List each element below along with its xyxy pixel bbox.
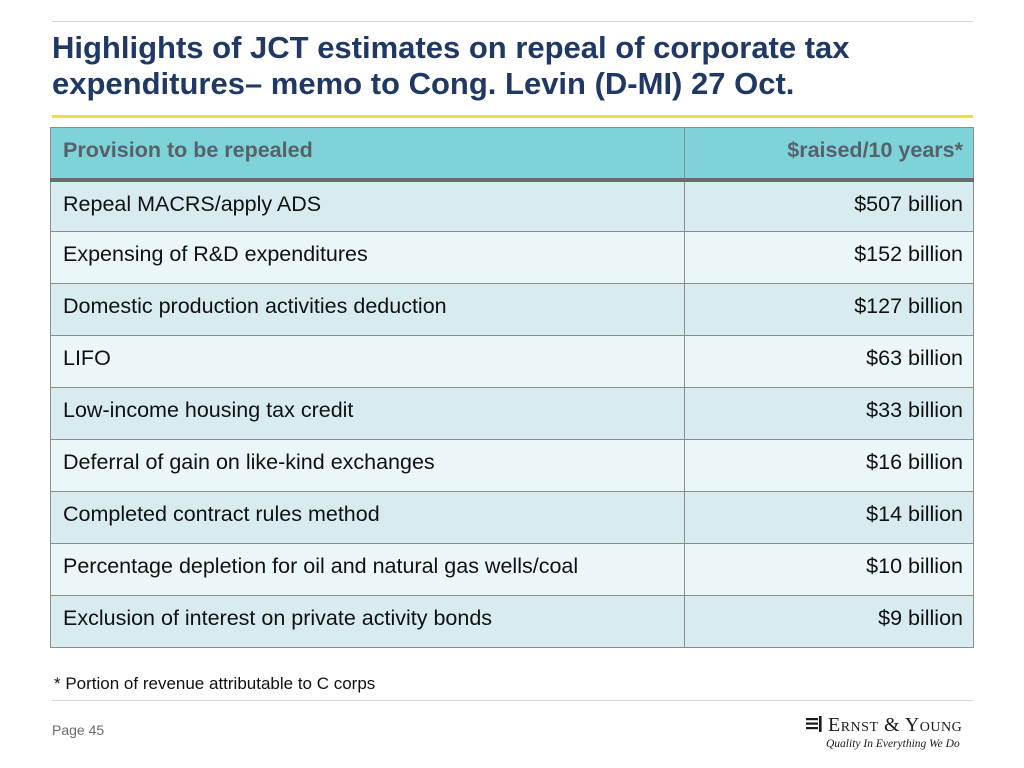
logo-wordmark: Ernst & Young: [828, 714, 963, 736]
amount-cell: $16 billion: [684, 439, 974, 492]
table-row: Domestic production activities deduction…: [50, 283, 974, 336]
title-line-1: Highlights of JCT estimates on repeal of…: [52, 30, 850, 65]
provision-cell: Completed contract rules method: [50, 491, 685, 544]
amount-cell: $127 billion: [684, 283, 974, 336]
provision-cell: Exclusion of interest on private activit…: [50, 595, 685, 648]
table-row: LIFO $63 billion: [50, 335, 974, 388]
provision-cell: Domestic production activities deduction: [50, 283, 685, 336]
amount-cell: $507 billion: [684, 179, 974, 232]
provision-cell: Low-income housing tax credit: [50, 387, 685, 440]
page-number: Page 45: [52, 722, 105, 738]
table-row: Expensing of R&D expenditures $152 billi…: [50, 231, 974, 284]
table-footnote: * Portion of revenue attributable to C c…: [54, 674, 376, 693]
footer-divider: [52, 700, 973, 701]
top-divider: [52, 21, 973, 22]
title-line-2: expenditures– memo to Cong. Levin (D-MI)…: [52, 66, 795, 101]
provision-cell: Percentage depletion for oil and natural…: [50, 543, 685, 596]
table-row: Percentage depletion for oil and natural…: [50, 543, 974, 596]
table-header-row: Provision to be repealed $raised/10 year…: [50, 127, 974, 182]
amount-cell: $9 billion: [684, 595, 974, 648]
amount-cell: $152 billion: [684, 231, 974, 284]
provision-cell: Deferral of gain on like-kind exchanges: [50, 439, 685, 492]
table-row: Deferral of gain on like-kind exchanges …: [50, 439, 974, 492]
table-row: Repeal MACRS/apply ADS $507 billion: [50, 179, 974, 232]
table-row: Exclusion of interest on private activit…: [50, 595, 974, 648]
amount-cell: $14 billion: [684, 491, 974, 544]
amount-cell: $33 billion: [684, 387, 974, 440]
revenue-table: Provision to be repealed $raised/10 year…: [50, 127, 974, 648]
table-row: Low-income housing tax credit $33 billio…: [50, 387, 974, 440]
logo-tagline: Quality In Everything We Do: [826, 738, 960, 750]
provision-cell: LIFO: [50, 335, 685, 388]
header-provision: Provision to be repealed: [50, 127, 685, 182]
provision-cell: Expensing of R&D expenditures: [50, 231, 685, 284]
header-amount: $raised/10 years*: [684, 127, 974, 182]
company-logo: Ernst & Young Quality In Everything We D…: [806, 714, 976, 754]
provision-cell: Repeal MACRS/apply ADS: [50, 179, 685, 232]
table-row: Completed contract rules method $14 bill…: [50, 491, 974, 544]
amount-cell: $63 billion: [684, 335, 974, 388]
amount-cell: $10 billion: [684, 543, 974, 596]
title-accent-rule: [52, 115, 973, 118]
ey-bars-icon: [806, 716, 822, 732]
slide-title: Highlights of JCT estimates on repeal of…: [52, 30, 982, 102]
